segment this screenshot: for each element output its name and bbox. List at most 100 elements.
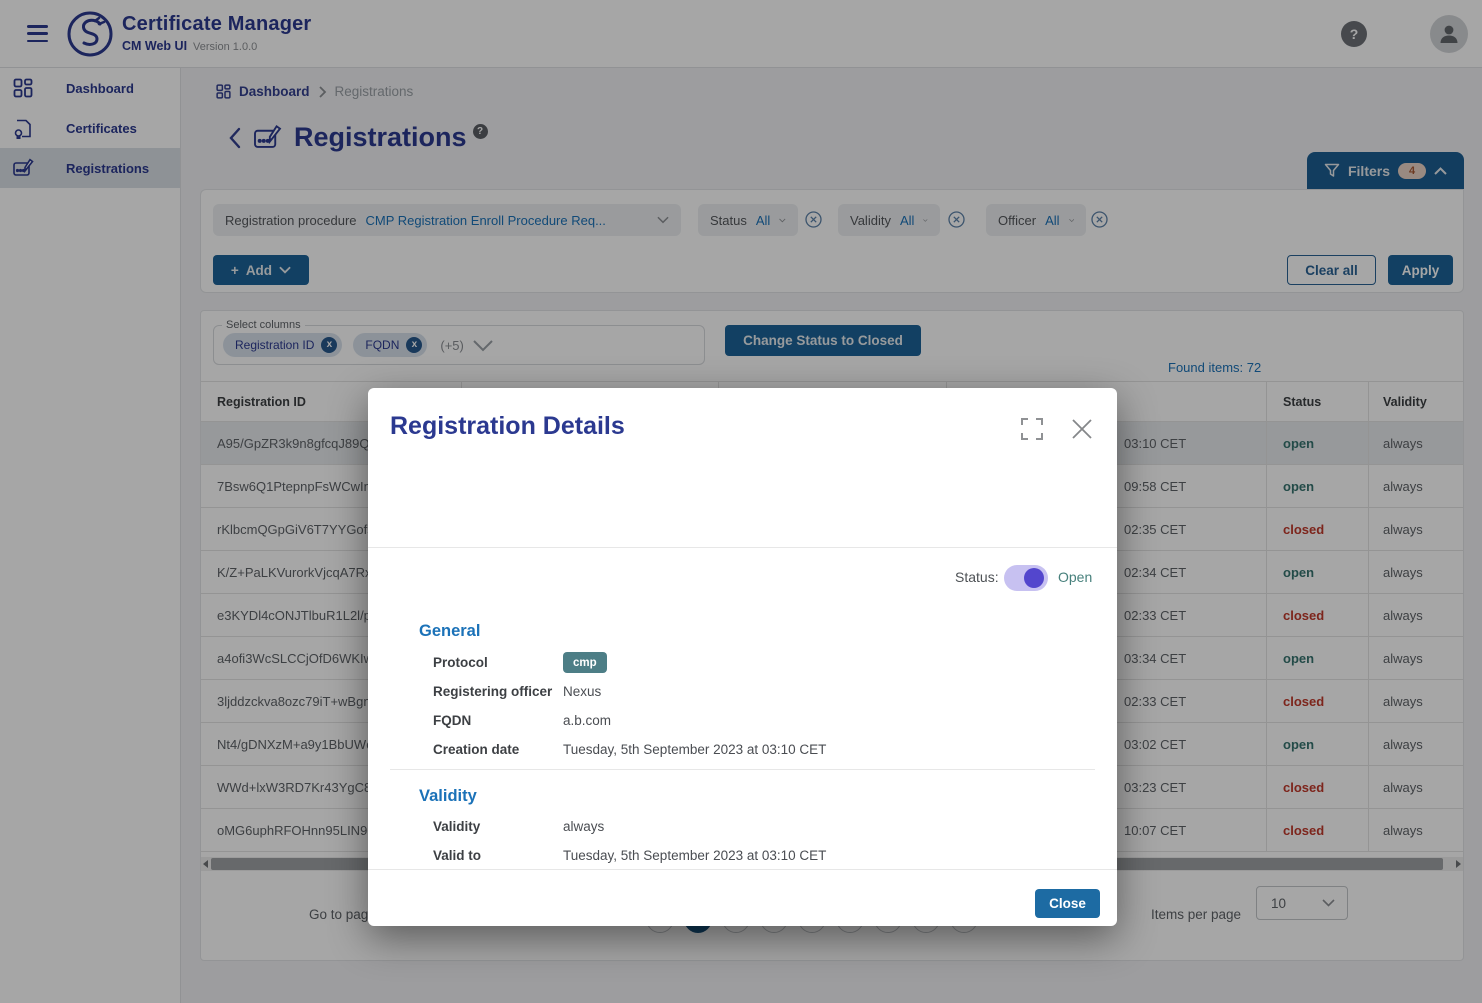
column-header-validity: Validity bbox=[1368, 382, 1463, 421]
chip-label: FQDN bbox=[365, 338, 400, 352]
hamburger-menu-icon[interactable] bbox=[27, 25, 48, 42]
sidebar-nav: Dashboard Certificates Registrations bbox=[0, 68, 181, 1003]
creation-date-label: Creation date bbox=[433, 742, 520, 757]
scroll-right-arrow-icon[interactable] bbox=[1456, 860, 1461, 868]
creation-date-value: Tuesday, 5th September 2023 at 03:10 CET bbox=[563, 742, 827, 757]
status-badge: open bbox=[1266, 465, 1368, 507]
officer-filter-value: All bbox=[1045, 212, 1060, 228]
officer-filter-label: Officer bbox=[998, 212, 1037, 228]
scroll-left-arrow-icon[interactable] bbox=[203, 860, 208, 868]
column-header-status: Status bbox=[1266, 382, 1368, 421]
modal-status-label: Status: bbox=[955, 569, 999, 585]
procedure-filter-dropdown[interactable]: Registration procedure CMP Registration … bbox=[213, 204, 681, 236]
breadcrumb-current: Registrations bbox=[334, 84, 414, 99]
column-header-registration-id: Registration ID bbox=[217, 394, 306, 409]
person-icon bbox=[1440, 25, 1458, 43]
chevron-right-icon bbox=[318, 85, 326, 98]
procedure-filter-value: CMP Registration Enroll Procedure Req... bbox=[365, 212, 606, 228]
status-badge: open bbox=[1266, 422, 1368, 464]
status-filter-dropdown[interactable]: Status All bbox=[698, 204, 798, 236]
sidebar-item-label: Certificates bbox=[66, 120, 137, 136]
valid-to-value: Tuesday, 5th September 2023 at 03:10 CET bbox=[563, 848, 827, 863]
toggle-knob bbox=[1024, 568, 1044, 588]
fqdn-label: FQDN bbox=[433, 713, 472, 728]
chevron-down-icon bbox=[279, 266, 291, 274]
items-per-page-label: Items per page bbox=[1151, 907, 1242, 922]
chip-remove-icon[interactable]: x bbox=[406, 337, 423, 353]
brand-text: Certificate Manager CM Web UI Version 1.0… bbox=[122, 13, 311, 53]
add-filter-button[interactable]: + Add bbox=[213, 255, 309, 285]
validity-filter-label: Validity bbox=[850, 212, 891, 228]
sidebar-item-registrations[interactable]: Registrations bbox=[0, 148, 180, 188]
sidebar-item-label: Dashboard bbox=[66, 80, 134, 96]
status-toggle[interactable] bbox=[1004, 565, 1048, 591]
select-columns-fieldset: Select columns Registration ID x FQDN x … bbox=[213, 319, 705, 365]
registering-officer-label: Registering officer bbox=[433, 684, 553, 699]
modal-status-value: Open bbox=[1058, 569, 1093, 585]
status-filter-clear-icon[interactable] bbox=[805, 211, 822, 233]
registration-icon bbox=[13, 158, 47, 178]
page-title: Registrations bbox=[294, 122, 467, 152]
page-help-icon[interactable]: ? bbox=[472, 124, 488, 139]
protocol-label: Protocol bbox=[433, 655, 488, 670]
breadcrumb-dashboard-link[interactable]: Dashboard bbox=[239, 84, 310, 99]
column-chip-registration-id[interactable]: Registration ID x bbox=[223, 333, 343, 357]
filters-label: Filters bbox=[1347, 162, 1390, 179]
validity-label: Validity bbox=[433, 819, 481, 834]
chevron-down-icon bbox=[1322, 899, 1335, 907]
plus-icon: + bbox=[230, 262, 239, 278]
modal-title: Registration Details bbox=[390, 412, 625, 440]
close-modal-icon[interactable] bbox=[1069, 416, 1095, 447]
validity-filter-clear-icon[interactable] bbox=[948, 211, 965, 233]
chevron-down-icon bbox=[779, 218, 786, 222]
divider bbox=[390, 769, 1095, 770]
sidebar-item-dashboard[interactable]: Dashboard bbox=[0, 68, 180, 108]
go-to-page-label: Go to page bbox=[309, 907, 376, 922]
status-filter-value: All bbox=[755, 212, 771, 228]
officer-filter-clear-icon[interactable] bbox=[1091, 211, 1108, 233]
more-columns-count: (+5) bbox=[440, 337, 464, 353]
expand-modal-button[interactable] bbox=[1020, 417, 1044, 446]
officer-filter-dropdown[interactable]: Officer All bbox=[986, 204, 1086, 236]
procedure-filter-label: Registration procedure bbox=[225, 212, 357, 228]
filters-toggle-button[interactable]: Filters 4 bbox=[1307, 152, 1464, 189]
add-button-label: Add bbox=[245, 262, 273, 278]
chip-label: Registration ID bbox=[235, 338, 315, 352]
chevron-down-icon bbox=[923, 218, 928, 222]
status-badge: closed bbox=[1266, 508, 1368, 550]
items-per-page-select[interactable]: 10 bbox=[1256, 886, 1348, 920]
chip-remove-icon[interactable]: x bbox=[321, 337, 338, 353]
validity-value: always bbox=[563, 819, 605, 834]
column-chip-fqdn[interactable]: FQDN x bbox=[353, 333, 428, 357]
status-badge: closed bbox=[1266, 766, 1368, 808]
change-status-to-closed-button[interactable]: Change Status to Closed bbox=[725, 325, 921, 356]
user-avatar[interactable] bbox=[1430, 15, 1468, 53]
page-header: Registrations ? bbox=[228, 122, 488, 153]
sidebar-item-label: Registrations bbox=[66, 160, 150, 176]
fqdn-value: a.b.com bbox=[563, 713, 612, 728]
funnel-icon bbox=[1324, 163, 1340, 177]
status-badge: closed bbox=[1266, 594, 1368, 636]
help-button[interactable]: ? bbox=[1341, 21, 1367, 47]
chevron-down-icon bbox=[1068, 218, 1074, 222]
close-button[interactable]: Close bbox=[1035, 889, 1100, 918]
items-per-page-value: 10 bbox=[1271, 895, 1287, 911]
validity-filter-value: All bbox=[899, 212, 915, 228]
back-button[interactable] bbox=[228, 127, 241, 149]
brand-logo-icon bbox=[65, 9, 115, 64]
clear-all-button[interactable]: Clear all bbox=[1287, 255, 1376, 285]
apply-button[interactable]: Apply bbox=[1388, 255, 1453, 285]
valid-to-label: Valid to bbox=[433, 848, 482, 863]
dashboard-grid-icon bbox=[13, 78, 47, 98]
registration-details-modal: Registration Details Status: Open Genera… bbox=[368, 388, 1117, 926]
certificate-icon bbox=[13, 118, 47, 139]
registration-icon bbox=[254, 124, 282, 148]
expand-columns-button[interactable] bbox=[472, 339, 494, 352]
validity-section-heading: Validity bbox=[419, 787, 477, 805]
breadcrumb: Dashboard Registrations bbox=[216, 84, 413, 99]
validity-filter-dropdown[interactable]: Validity All bbox=[838, 204, 940, 236]
status-badge: open bbox=[1266, 637, 1368, 679]
sidebar-item-certificates[interactable]: Certificates bbox=[0, 108, 180, 148]
dashboard-grid-icon bbox=[216, 84, 231, 99]
